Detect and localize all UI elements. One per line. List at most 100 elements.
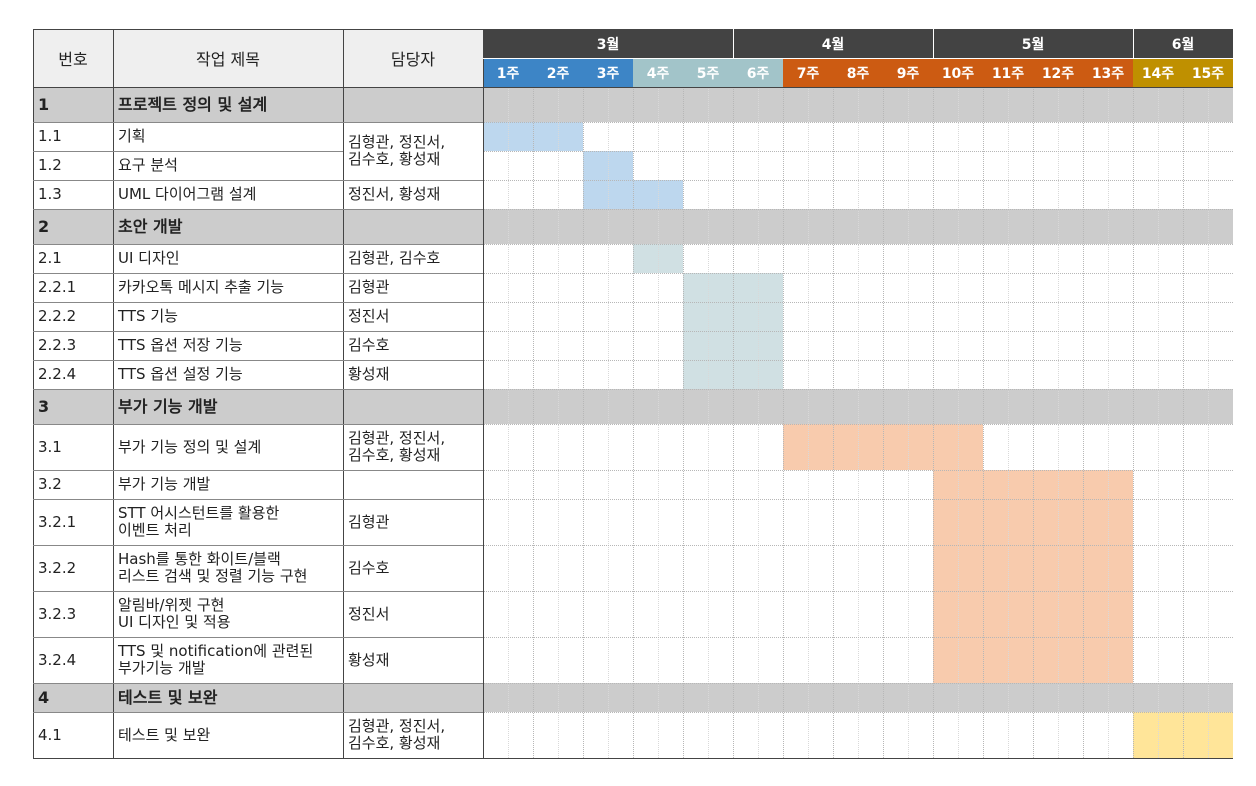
row-title: TTS 옵션 저장 기능	[118, 336, 243, 354]
week-header: 15주	[1183, 58, 1233, 87]
table-border	[33, 424, 483, 425]
week-header: 2주	[533, 58, 583, 87]
grid-line	[833, 87, 834, 758]
row-number: 3.1	[38, 437, 62, 456]
grid-line	[633, 87, 634, 758]
row-number: 3.2	[38, 475, 62, 493]
grid-line	[983, 87, 984, 758]
table-border	[33, 545, 483, 546]
month-header: 3월	[483, 29, 733, 58]
grid-line	[1008, 87, 1009, 758]
row-number: 1.1	[38, 127, 62, 145]
table-border	[483, 58, 1233, 59]
row-title: 테스트 및 보완	[118, 725, 211, 744]
row-number: 3.2.1	[38, 512, 77, 531]
grid-line	[483, 273, 1233, 274]
grid-line	[483, 545, 1233, 546]
grid-line	[1158, 87, 1159, 758]
header-owner: 담당자	[343, 29, 483, 87]
week-header: 10주	[933, 58, 983, 87]
row-title: 테스트 및 보완	[118, 688, 218, 707]
grid-line	[608, 87, 609, 758]
row-owner: 김형관	[348, 512, 390, 531]
row-title: 부가 기능 개발	[118, 397, 218, 416]
grid-line	[508, 87, 509, 758]
row-title: STT 어시스턴트를 활용한 이벤트 처리	[118, 504, 280, 539]
row-title: 부가 기능 정의 및 설계	[118, 437, 262, 456]
table-border	[33, 360, 483, 361]
grid-line	[558, 87, 559, 758]
row-number: 2	[38, 217, 50, 236]
week-header: 11주	[983, 58, 1033, 87]
table-border	[33, 29, 1233, 30]
table-border	[33, 758, 1233, 759]
grid-line	[783, 87, 784, 758]
table-border	[33, 209, 483, 210]
grid-line	[758, 87, 759, 758]
week-header: 13주	[1083, 58, 1133, 87]
row-title: 요구 분석	[118, 156, 178, 174]
row-number: 3.2.3	[38, 604, 77, 623]
week-header: 4주	[633, 58, 683, 87]
grid-line	[883, 87, 884, 758]
week-header: 12주	[1033, 58, 1083, 87]
grid-line	[483, 360, 1233, 361]
grid-line	[483, 499, 1233, 500]
row-number: 1	[38, 95, 50, 114]
row-number: 4.1	[38, 725, 62, 744]
row-title: 알림바/위젯 구현 UI 디자인 및 적용	[118, 596, 231, 631]
table-border	[33, 244, 483, 245]
grid-line	[483, 637, 1233, 638]
row-number: 2.1	[38, 249, 62, 267]
grid-line	[483, 591, 1233, 592]
table-border	[33, 591, 483, 592]
header-title: 작업 제목	[113, 29, 343, 87]
table-border	[483, 29, 484, 758]
row-owner: 정진서	[348, 307, 390, 325]
table-border	[33, 151, 343, 152]
row-number: 3.2.2	[38, 558, 77, 577]
table-border	[1133, 29, 1134, 58]
week-header: 5주	[683, 58, 733, 87]
row-number: 3	[38, 397, 50, 416]
table-border	[33, 331, 483, 332]
grid-line	[908, 87, 909, 758]
row-title: TTS 기능	[118, 307, 178, 325]
week-header: 14주	[1133, 58, 1183, 87]
grid-line	[1208, 87, 1209, 758]
row-owner: 김형관, 김수호	[348, 249, 441, 267]
grid-line	[1083, 87, 1084, 758]
grid-line	[1183, 87, 1184, 758]
grid-line	[483, 331, 1233, 332]
grid-line	[533, 87, 534, 758]
row-number: 1.3	[38, 185, 62, 203]
grid-line	[733, 87, 734, 758]
table-border	[33, 470, 483, 471]
table-border	[33, 389, 483, 390]
row-title: UI 디자인	[118, 249, 180, 267]
row-owner: 김형관, 정진서, 김수호, 황성재	[348, 717, 446, 752]
row-number: 3.2.4	[38, 650, 77, 669]
row-number: 2.2.4	[38, 365, 77, 383]
row-number: 4	[38, 688, 50, 707]
grid-line	[858, 87, 859, 758]
row-title: TTS 및 notification에 관련된 부가기능 개발	[118, 642, 314, 677]
month-header: 6월	[1133, 29, 1233, 58]
table-border	[933, 29, 934, 58]
row-number: 2.2.1	[38, 278, 77, 296]
grid-line	[808, 87, 809, 758]
gantt-chart: 번호 작업 제목 담당자 3월 4월 5월 6월 1주 2주 3주 4주 5주 6주 7주 8주 9주 10주 1…	[33, 29, 1233, 759]
table-border	[33, 683, 483, 684]
table-border	[33, 273, 483, 274]
grid-line	[483, 122, 1233, 123]
row-owner: 정진서, 황성재	[348, 185, 441, 203]
week-header: 1주	[483, 58, 533, 87]
grid-line	[483, 389, 1233, 390]
week-header: 7주	[783, 58, 833, 87]
table-border	[733, 29, 734, 58]
table-border	[33, 87, 1233, 88]
grid-line	[958, 87, 959, 758]
table-border	[33, 499, 483, 500]
row-owner: 김수호	[348, 558, 390, 577]
grid-line	[483, 683, 1233, 684]
